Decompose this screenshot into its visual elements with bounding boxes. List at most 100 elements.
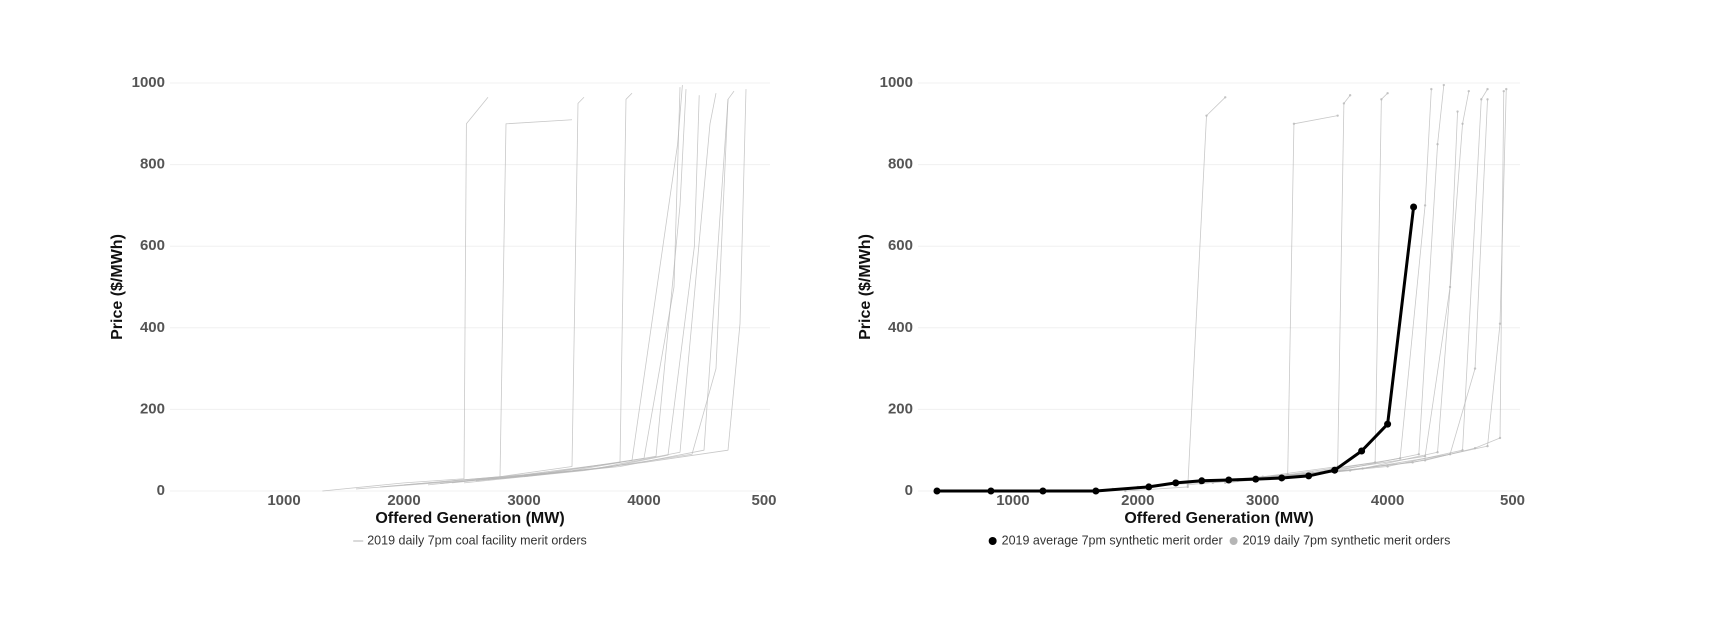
point xyxy=(1498,436,1502,440)
y-tick-label: 200 xyxy=(140,400,165,417)
point xyxy=(1423,459,1427,462)
point xyxy=(1423,455,1427,458)
y-tick-label: 400 xyxy=(888,319,913,336)
point xyxy=(1505,87,1508,91)
series-line xyxy=(487,95,700,480)
legend-symbol xyxy=(1229,537,1238,545)
y-axis-title: Price ($/MWh) xyxy=(109,234,126,340)
point xyxy=(1252,475,1260,483)
point xyxy=(1417,453,1421,456)
legend-label: 2019 daily 7pm coal facility merit order… xyxy=(367,533,587,547)
series-line xyxy=(936,206,1416,493)
point xyxy=(1224,481,1227,485)
y-tick-label: 1000 xyxy=(132,74,165,91)
legend: 2019 daily 7pm coal facility merit order… xyxy=(353,533,587,547)
point xyxy=(1278,474,1286,482)
series-line xyxy=(322,97,489,492)
y-tick-label: 600 xyxy=(888,237,913,254)
point xyxy=(1186,483,1189,487)
series-line xyxy=(523,89,747,478)
legend-label: 2019 daily 7pm synthetic merit orders xyxy=(1243,533,1451,547)
x-tick-label: 4000 xyxy=(627,492,660,509)
point xyxy=(1336,114,1339,117)
series-line xyxy=(1262,88,1488,480)
point xyxy=(1205,114,1208,117)
point xyxy=(1423,204,1427,207)
series-line xyxy=(1212,84,1445,484)
point xyxy=(1145,483,1153,491)
x-axis-title: Offered Generation (MW) xyxy=(1124,510,1313,527)
x-tick-label: 1000 xyxy=(996,492,1029,509)
series-line xyxy=(379,96,585,488)
point xyxy=(1386,92,1389,95)
series-line xyxy=(1137,94,1351,488)
point xyxy=(1124,489,1127,493)
y-tick-label: 200 xyxy=(888,400,913,417)
point xyxy=(1380,98,1383,101)
series-line xyxy=(1225,99,1488,484)
point xyxy=(1224,96,1227,99)
y-tick-label: 1000 xyxy=(880,74,913,91)
point xyxy=(1305,472,1313,480)
legend-label: 2019 average 7pm synthetic merit order xyxy=(1002,533,1223,547)
point xyxy=(1456,110,1459,113)
point xyxy=(1502,89,1505,93)
point xyxy=(1172,479,1180,487)
series-line xyxy=(1162,92,1388,486)
point xyxy=(1331,466,1339,474)
point xyxy=(1467,89,1470,93)
point xyxy=(1348,94,1352,97)
series-line xyxy=(1237,91,1470,482)
x-tick-label: 4000 xyxy=(1371,492,1404,509)
series-line xyxy=(499,90,735,480)
point xyxy=(1292,122,1296,126)
point xyxy=(1486,98,1489,101)
point xyxy=(1448,285,1452,289)
point xyxy=(1473,367,1477,370)
point xyxy=(1386,465,1389,468)
series-line xyxy=(439,85,683,485)
series-line xyxy=(451,89,687,484)
legend-symbol xyxy=(988,537,997,545)
point xyxy=(1442,83,1446,87)
series-line xyxy=(475,93,717,482)
point xyxy=(1039,487,1047,495)
point xyxy=(933,487,941,495)
point xyxy=(1486,444,1489,448)
point xyxy=(1342,102,1346,105)
point xyxy=(1436,451,1439,454)
series-line xyxy=(1125,96,1226,492)
y-axis-title: Price ($/MWh) xyxy=(857,234,874,340)
point xyxy=(1092,487,1100,495)
series-line xyxy=(1200,111,1458,485)
y-tick-label: 0 xyxy=(157,482,165,499)
series-line xyxy=(1187,89,1432,486)
series-line xyxy=(427,87,681,486)
series-line xyxy=(1287,89,1507,478)
x-tick-label: 1000 xyxy=(267,492,300,509)
series-line xyxy=(1112,115,1338,490)
x-tick-label: 2000 xyxy=(387,492,420,509)
point xyxy=(1358,447,1366,455)
series-line xyxy=(403,92,633,486)
y-tick-label: 400 xyxy=(140,319,165,336)
x-tick-label: 500 xyxy=(1500,492,1525,509)
point xyxy=(1384,420,1392,428)
point xyxy=(1498,322,1502,325)
y-tick-label: 800 xyxy=(888,156,913,173)
point xyxy=(1473,446,1477,450)
x-tick-label: 3000 xyxy=(507,492,540,509)
point xyxy=(1186,485,1189,489)
x-tick-label: 500 xyxy=(751,492,776,509)
series-line xyxy=(1312,91,1505,476)
legend: 2019 average 7pm synthetic merit order 20… xyxy=(988,533,1451,547)
y-tick-label: 600 xyxy=(140,237,165,254)
point xyxy=(1486,87,1489,91)
point xyxy=(987,487,995,495)
point xyxy=(1198,477,1206,485)
x-tick-label: 2000 xyxy=(1121,492,1154,509)
point xyxy=(1436,143,1439,146)
point xyxy=(1430,87,1433,91)
point xyxy=(1410,203,1418,211)
